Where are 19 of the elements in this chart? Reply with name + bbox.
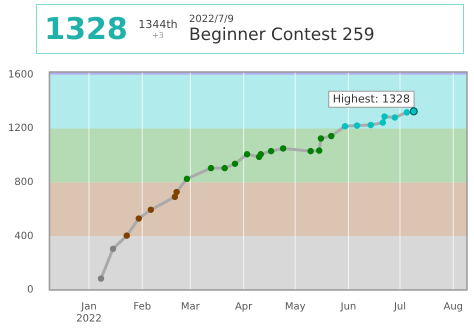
x-tick-label: May	[284, 302, 306, 313]
text: Beginner Contest 259	[189, 24, 375, 44]
y-tick-label: 800	[14, 176, 34, 188]
y-tick-label: 0	[27, 284, 34, 296]
x-tick-label: Jul	[392, 302, 406, 313]
y-tick-label: 1200	[8, 123, 34, 134]
text: +3	[151, 31, 165, 40]
text: 1344th	[137, 18, 179, 31]
x-tick-label: Jun	[340, 302, 356, 313]
x-tick-label: Aug	[443, 302, 464, 313]
x-tick-label: Jan 2022	[76, 302, 102, 325]
text: 2022/7/9	[189, 14, 235, 24]
x-tick-label: Mar	[180, 302, 201, 313]
y-tick-label: 400	[14, 230, 34, 242]
text: 1328	[43, 12, 129, 46]
x-tick-label: Apr	[234, 302, 254, 313]
y-tick-label: 1600	[8, 69, 34, 80]
annotation: Highest: 1328	[332, 92, 410, 106]
x-tick-label: Feb	[133, 302, 152, 313]
